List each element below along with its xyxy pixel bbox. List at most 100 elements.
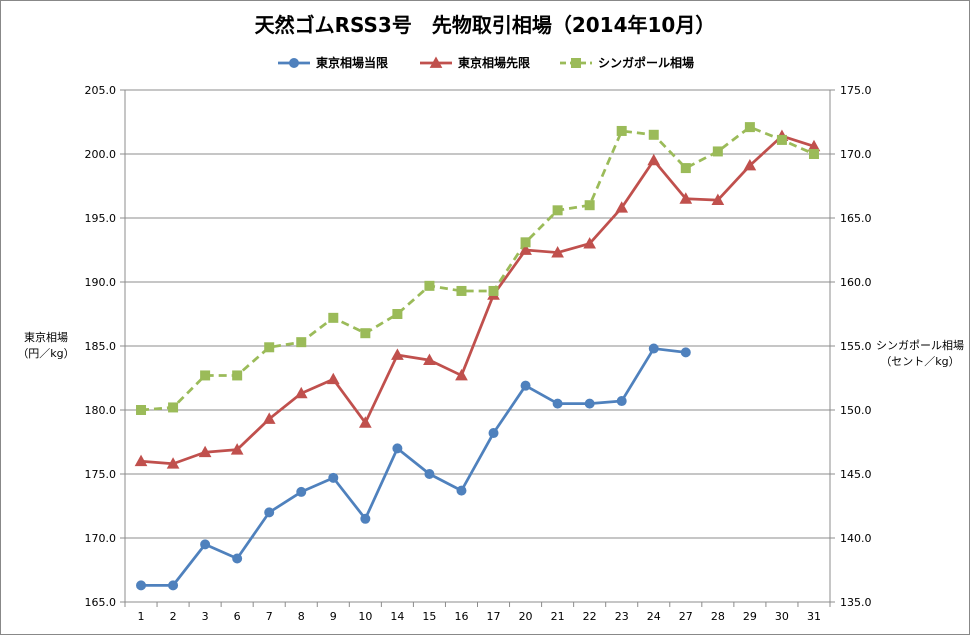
data-point — [230, 443, 244, 455]
data-point — [198, 445, 212, 458]
data-point — [264, 342, 275, 353]
data-point — [136, 405, 147, 415]
legend-label: 東京相場当限 — [316, 55, 388, 70]
right-tick-label: 140.0 — [840, 532, 872, 545]
right-axis-title-line2: （セント／kg） — [880, 355, 959, 368]
right-tick-label: 145.0 — [840, 468, 872, 481]
right-axis-title: シンガポール相場 （セント／kg） — [876, 339, 964, 368]
right-tick-label: 165.0 — [840, 212, 872, 225]
data-point — [712, 146, 723, 157]
chart-title: 天然ゴムRSS3号 先物取引相場（2014年10月） — [255, 13, 716, 37]
series-line — [140, 125, 815, 412]
left-tick-label: 165.0 — [85, 596, 117, 609]
data-point — [326, 372, 340, 385]
data-point — [166, 457, 180, 469]
data-point — [648, 129, 659, 140]
data-point — [360, 328, 371, 339]
legend-item: 東京相場当限 — [278, 55, 388, 70]
data-point — [520, 380, 531, 391]
data-point — [232, 553, 243, 564]
legend-label: 東京相場先限 — [458, 55, 530, 70]
series-line — [140, 134, 815, 466]
x-tick-label: 22 — [583, 610, 597, 623]
data-point — [296, 486, 307, 497]
right-tick-label: 155.0 — [840, 340, 872, 353]
data-point — [679, 192, 693, 204]
data-point — [583, 237, 597, 249]
left-tick-label: 175.0 — [85, 468, 117, 481]
data-point — [680, 163, 691, 174]
data-point — [200, 539, 211, 550]
data-point — [519, 243, 532, 255]
data-point — [615, 201, 629, 213]
data-point — [289, 58, 299, 68]
left-axis-title: 東京相場 （円／kg） — [17, 330, 74, 360]
left-tick-label: 170.0 — [85, 532, 117, 545]
left-axis-ticks: 165.0 170.0 175.0 180.0 185.0 190.0 195.0 200.0… — [85, 84, 125, 609]
x-tick-label: 14 — [390, 610, 404, 623]
data-point — [584, 200, 595, 211]
data-point — [168, 580, 179, 591]
x-tick-label: 8 — [298, 610, 305, 623]
x-tick-label: 30 — [775, 610, 789, 623]
data-point — [456, 285, 467, 296]
x-tick-label: 15 — [422, 610, 436, 623]
x-tick-label: 31 — [807, 610, 821, 623]
x-tick-label: 9 — [330, 610, 337, 623]
left-tick-label: 205.0 — [85, 84, 117, 97]
data-point — [808, 149, 819, 159]
data-point — [264, 507, 275, 518]
right-tick-label: 160.0 — [840, 276, 872, 289]
left-tick-label: 180.0 — [85, 404, 117, 417]
x-tick-label: 16 — [454, 610, 468, 623]
series-layer — [134, 122, 821, 591]
data-point — [358, 416, 372, 428]
data-point — [584, 398, 595, 409]
x-tick-label: 7 — [266, 610, 273, 623]
data-point — [776, 134, 787, 145]
data-point — [391, 348, 404, 360]
left-tick-label: 195.0 — [85, 212, 117, 225]
legend: 東京相場当限 東京相場先限 シンガポール相場 — [278, 55, 694, 70]
series-3 — [136, 122, 819, 415]
data-point — [200, 370, 211, 381]
data-point — [296, 337, 307, 348]
right-tick-label: 170.0 — [840, 148, 872, 161]
left-axis-title-line2: （円／kg） — [17, 347, 74, 360]
left-tick-label: 185.0 — [85, 340, 117, 353]
x-tick-label: 23 — [615, 610, 629, 623]
x-tick-label: 17 — [487, 610, 501, 623]
right-tick-label: 175.0 — [840, 84, 872, 97]
data-point — [392, 443, 403, 454]
data-point — [429, 56, 443, 68]
data-point — [424, 469, 435, 479]
data-point — [455, 368, 468, 381]
data-point — [360, 513, 371, 524]
data-point — [134, 454, 148, 467]
x-tick-label: 20 — [519, 610, 533, 623]
data-point — [456, 485, 467, 496]
data-point — [648, 343, 659, 354]
right-axis-ticks: 135.0 140.0 145.0 150.0 155.0 160.0 165.0 170.0… — [830, 84, 872, 609]
x-tick-label: 6 — [234, 610, 241, 623]
data-point — [551, 246, 564, 258]
data-point — [744, 122, 755, 133]
data-point — [328, 312, 339, 323]
legend-item: 東京相場先限 — [420, 55, 530, 70]
x-tick-label: 28 — [711, 610, 725, 623]
x-tick-label: 27 — [679, 610, 693, 623]
x-tick-label: 1 — [138, 610, 145, 623]
x-tick-label: 29 — [743, 610, 757, 623]
data-point — [743, 158, 757, 171]
x-tick-label: 21 — [551, 610, 565, 623]
legend-item: シンガポール相場 — [560, 55, 694, 70]
x-tick-label: 2 — [170, 610, 177, 623]
data-point — [520, 237, 531, 248]
left-axis-title-line1: 東京相場 — [24, 330, 68, 344]
data-point — [392, 309, 403, 319]
data-point — [488, 285, 499, 296]
data-point — [552, 398, 563, 409]
data-point — [294, 386, 308, 399]
